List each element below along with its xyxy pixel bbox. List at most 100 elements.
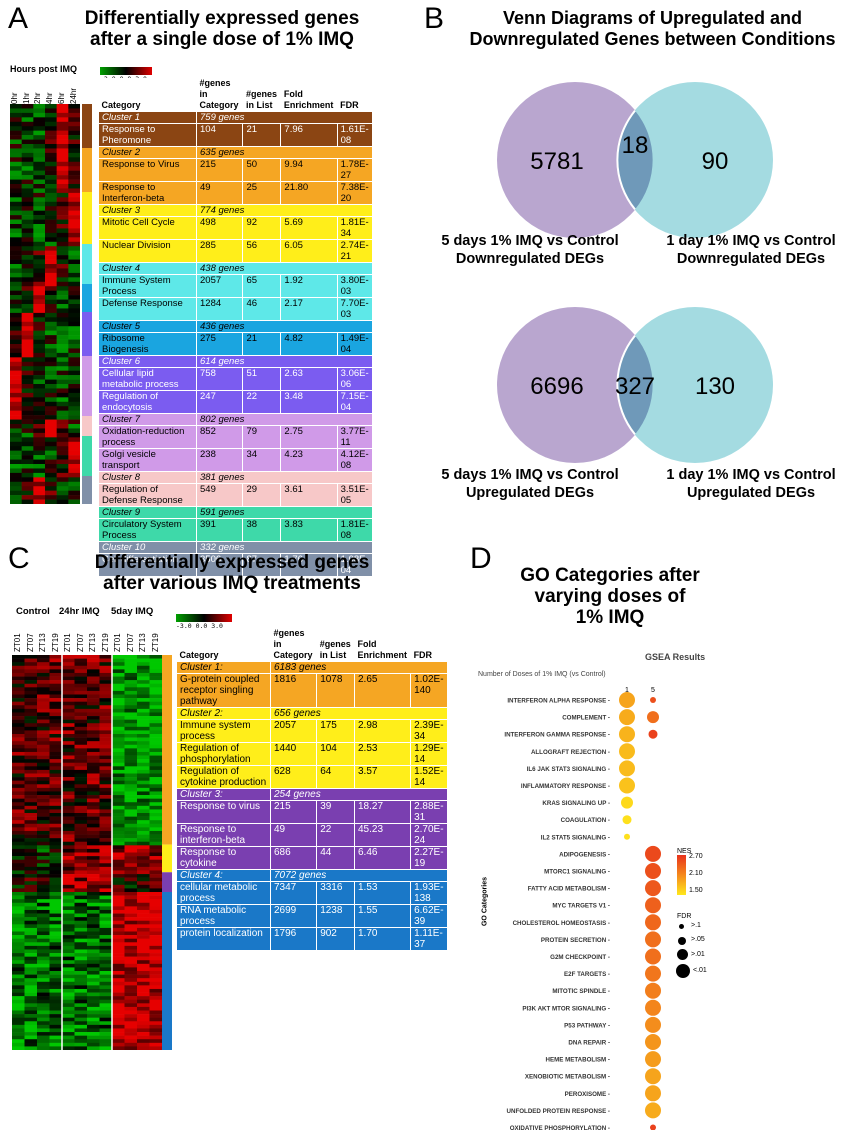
heatmap-c-cell <box>24 935 38 939</box>
heatmap-a-cell <box>21 370 34 376</box>
heatmap-c-cell <box>87 672 100 677</box>
venn1-left-circle <box>497 82 653 238</box>
heatmap-c-cell <box>99 913 113 918</box>
heatmap-a-cell <box>10 348 22 354</box>
heatmap-a-cell <box>33 184 46 189</box>
heatmap-a-cell <box>56 246 69 251</box>
heatmap-a-cell <box>21 481 34 487</box>
heatmap-c-cell <box>49 820 63 825</box>
heatmap-a-cell <box>10 268 22 274</box>
heatmap-c-cell <box>87 802 100 807</box>
heatmap-c-cell <box>74 924 88 929</box>
venn1-left-label: 5 days 1% IMQ vs Control Downregulated D… <box>420 232 640 268</box>
heatmap-a-cell <box>33 130 46 136</box>
heatmap-c-cell <box>37 988 50 993</box>
heatmap-c-cell <box>62 780 75 785</box>
table-cell: 175 <box>316 719 355 743</box>
zt-label: ZT01 <box>13 633 22 652</box>
heatmap-c-cell <box>12 992 25 997</box>
heatmap-c-cell <box>149 665 162 670</box>
heatmap-c-cell <box>62 687 75 692</box>
heatmap-c-cell <box>149 751 162 756</box>
heatmap-a-cell <box>33 259 46 265</box>
heatmap-c-cell <box>99 798 113 803</box>
heatmap-c-cell <box>62 1028 75 1033</box>
gsea-category-label: COMPLEMENT - <box>562 715 610 722</box>
gsea-point <box>645 1085 661 1102</box>
heatmap-c-cell <box>74 716 88 720</box>
heatmap-c-cell <box>87 981 100 986</box>
heatmap-a-cell <box>45 192 57 198</box>
heatmap-c-cell <box>149 784 162 789</box>
heatmap-c-cell <box>124 744 138 749</box>
heatmap-c-cell <box>137 1024 150 1029</box>
heatmap-c-cell <box>37 945 50 950</box>
heatmap-c-cell <box>124 870 138 875</box>
heatmap-a-cell <box>33 237 46 243</box>
heatmap-a-cell <box>68 268 80 274</box>
heatmap-c-cell <box>112 942 125 947</box>
heatmap-c-cell <box>87 938 100 943</box>
heatmap-c-cell <box>112 1021 125 1026</box>
heatmap-c-cell <box>49 848 63 853</box>
table-cell: Immune system process <box>176 719 271 743</box>
heatmap-a-cell <box>10 384 22 389</box>
gsea-point <box>648 729 658 739</box>
heatmap-c-cell <box>74 708 88 713</box>
heatmap-c-cell <box>149 683 162 688</box>
heatmap-a-cell <box>21 388 34 394</box>
heatmap-c-cell <box>62 672 75 677</box>
heatmap-c-cell <box>62 795 75 799</box>
venn2-left-value: 6696 <box>530 373 583 400</box>
heatmap-c-cell <box>62 845 75 850</box>
heatmap-c-cell <box>49 931 63 936</box>
table-cell: 3.77E-11 <box>336 425 374 449</box>
heatmap-c-cell <box>37 942 50 947</box>
heatmap-c-cell <box>62 655 75 659</box>
heatmap-c-cell <box>149 920 162 925</box>
heatmap-c-cell <box>149 769 162 774</box>
heatmap-c-cell <box>74 1035 88 1040</box>
heatmap-a-cell <box>68 481 80 487</box>
heatmap-c-cell <box>112 830 125 835</box>
heatmap-c-cell <box>112 848 125 853</box>
group-label-control: Control <box>16 606 50 617</box>
heatmap-c-cell <box>87 866 100 871</box>
gsea-point <box>619 777 635 794</box>
heatmap-a-cell <box>10 104 22 109</box>
heatmap-c-cell <box>124 751 138 756</box>
heatmap-c-cell <box>74 712 88 717</box>
heatmap-c-cell <box>74 769 88 774</box>
heatmap-c-cell <box>24 845 38 850</box>
heatmap-c-cell <box>62 1014 75 1018</box>
heatmap-c-cell <box>124 852 138 857</box>
heatmap-c-cell <box>37 1014 50 1018</box>
heatmap-c-cell <box>99 978 113 983</box>
heatmap-c-cell <box>62 708 75 713</box>
heatmap-a-cell <box>21 135 34 140</box>
panel-d-letter: D <box>470 542 492 575</box>
fdr-tick-2: >.05 <box>691 936 705 943</box>
table-cell: 2.53 <box>353 742 412 766</box>
heatmap-c-cell <box>149 902 162 907</box>
heatmap-c-cell <box>137 956 150 961</box>
table-cell: 22 <box>316 823 355 847</box>
heatmap-c-cell <box>12 888 25 893</box>
cluster-header-row: Cluster 7 802 genes <box>98 413 373 426</box>
heatmap-c-cell <box>12 1039 25 1044</box>
heatmap-c-cell <box>74 751 88 756</box>
heatmap-a-cell <box>21 415 34 420</box>
heatmap-c-cell <box>149 1014 162 1018</box>
heatmap-c-cell <box>124 716 138 720</box>
heatmap-c-cell <box>87 827 100 832</box>
heatmap-a-cell <box>45 197 57 203</box>
heatmap-a-cell <box>21 361 34 367</box>
heatmap-c-cell <box>124 784 138 789</box>
heatmap-a-cell <box>68 459 80 465</box>
heatmap-c-cell <box>12 762 25 767</box>
panel-b-title-line1: Venn Diagrams of Upregulated and <box>502 8 803 28</box>
heatmap-a-cell <box>10 379 22 385</box>
time-label: 24hr <box>68 87 78 104</box>
heatmap-c-cell <box>87 913 100 918</box>
heatmap-c-cell <box>62 762 75 767</box>
